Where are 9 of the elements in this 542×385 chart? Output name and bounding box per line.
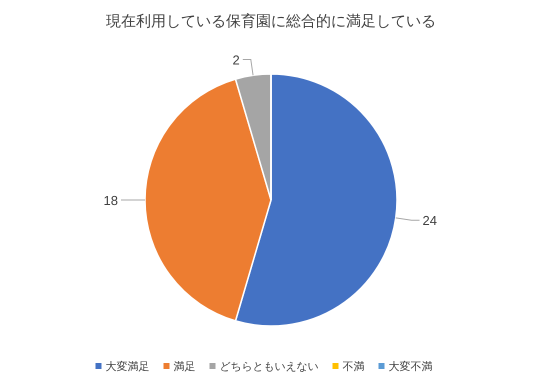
legend-label: 大変不満 bbox=[388, 360, 432, 373]
data-label: 24 bbox=[422, 213, 438, 228]
data-label: 18 bbox=[104, 193, 118, 208]
chart-title: 現在利用している保育園に総合的に満足している bbox=[106, 13, 436, 30]
legend-label: どちらともいえない bbox=[220, 361, 318, 373]
legend-label: 満足 bbox=[174, 360, 196, 373]
legend-label: 不満 bbox=[342, 360, 364, 373]
legend-label: 大変満足 bbox=[106, 360, 150, 373]
data-label: 2 bbox=[232, 52, 240, 68]
